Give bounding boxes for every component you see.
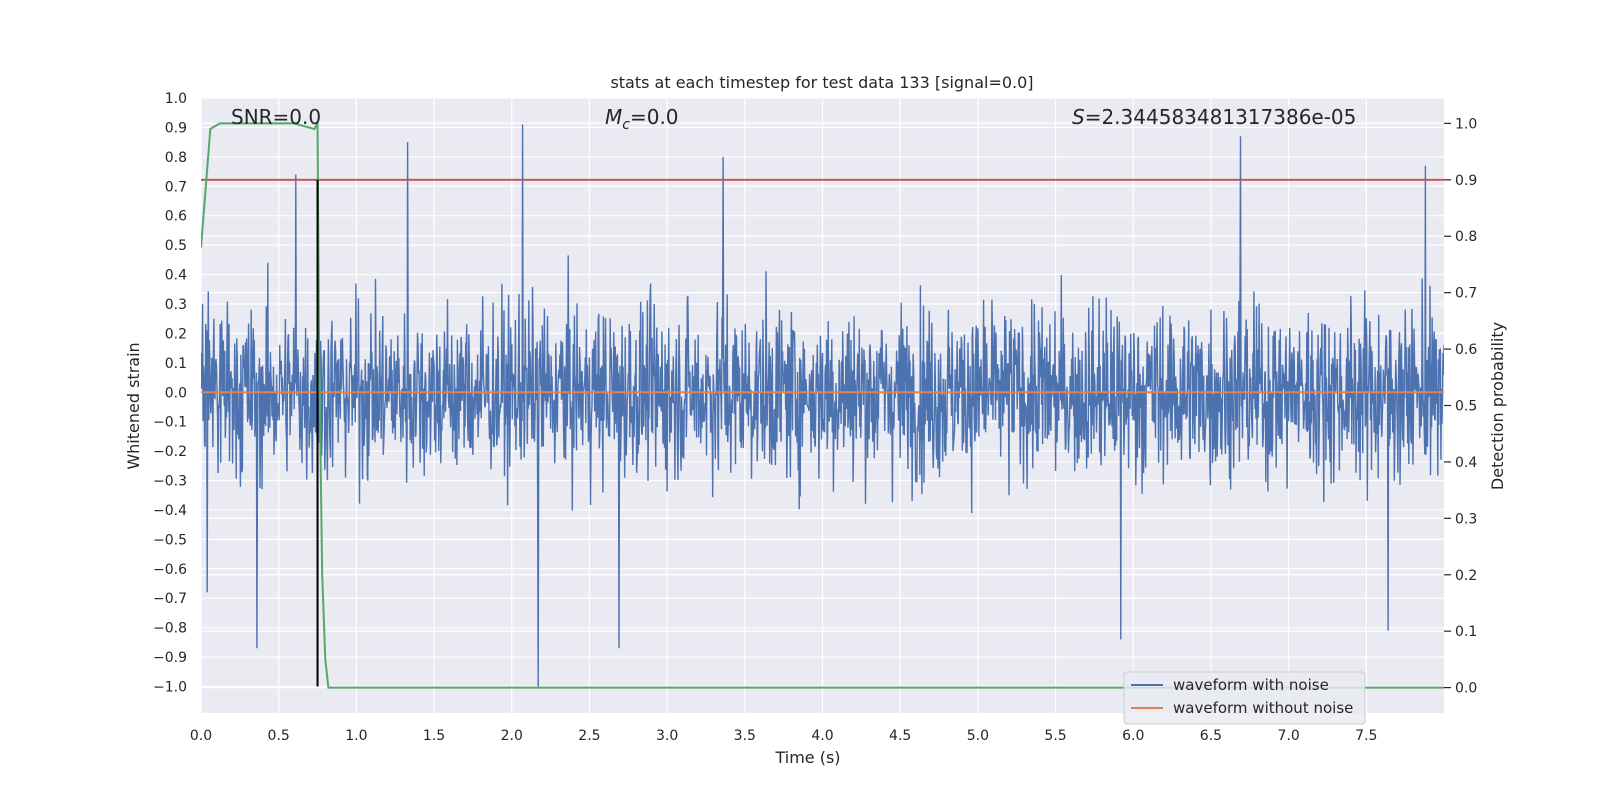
y-tick-label: 0.7 [165,179,187,195]
legend-label-noise: waveform with noise [1173,676,1329,694]
y-tick-label: 1.0 [165,91,187,107]
x-tick-label: 5.0 [967,728,989,744]
x-tick-label: 4.0 [811,728,833,744]
x-tick-label: 3.0 [656,728,678,744]
x-tick-label: 0.5 [268,728,290,744]
x-tick-label: 1.5 [423,728,445,744]
chirp-mass-value: =0.0 [630,105,679,129]
y-tick-label: 0.4 [165,268,187,284]
legend-box [1123,671,1366,725]
y-tick-label: 0.0 [165,385,187,401]
y-tick-label: −0.1 [153,415,187,431]
y-tick-label: −0.5 [153,532,187,548]
x-tick-label: 2.5 [578,728,600,744]
y-tick-label: −1.0 [153,680,187,696]
x-tick-label: 2.0 [501,728,523,744]
right-y-tick-label: 0.3 [1455,511,1477,527]
y-axis-label: Whitened strain [124,342,143,469]
chirp-mass-symbol: M [605,105,622,129]
series-detection-probability [201,119,1444,689]
chart-title: stats at each timestep for test data 133… [610,73,1033,92]
score-value: =2.344583481317386e-05 [1085,105,1357,129]
y-tick-label: −0.7 [153,591,187,607]
right-y-tick-label: 0.9 [1455,173,1477,189]
y-tick-label: 0.3 [165,297,187,313]
x-axis-ticks: 0.0 0.5 1.0 1.5 2.0 2.5 3.0 3.5 4.0 4.5 5.0 5.5 6.0 6… [190,728,1378,744]
right-y-tick-label: 0.4 [1455,455,1477,471]
y-tick-label: −0.6 [153,562,187,578]
right-y-tick-label: 0.2 [1455,568,1477,584]
y-tick-label: 0.5 [165,238,187,254]
right-y-tick-label: 1.0 [1455,116,1477,132]
y-tick-label: −0.2 [153,444,187,460]
x-tick-label: 3.5 [734,728,756,744]
x-tick-label: 1.0 [345,728,367,744]
y-tick-label: −0.4 [153,503,187,519]
x-tick-label: 4.5 [889,728,911,744]
right-y-tick-label: 0.5 [1455,399,1477,415]
right-y-tick-label: 0.0 [1455,681,1477,697]
series-waveform-with-noise [201,124,1444,687]
y-tick-label: 0.2 [165,326,187,342]
y-axis-ticks: 1.0 0.9 0.8 0.7 0.6 0.5 0.4 0.3 0.2 0.1 0.0 −0.1 −0.… [153,91,187,696]
legend-label-clean: waveform without noise [1173,699,1353,717]
chirp-mass-subscript: c [622,117,630,133]
right-y-axis-ticks: 1.0 0.9 0.8 0.7 0.6 0.5 0.4 0.3 0.2 0.1 0.0 [1444,116,1477,697]
x-tick-label: 6.0 [1122,728,1144,744]
legend[interactable]: waveform with noise waveform without noi… [1123,671,1366,725]
y-tick-label: −0.3 [153,474,187,490]
x-tick-label: 7.0 [1277,728,1299,744]
x-tick-label: 5.5 [1044,728,1066,744]
y-tick-label: −0.9 [153,650,187,666]
right-y-tick-label: 0.1 [1455,624,1477,640]
y-tick-label: 0.8 [165,150,187,166]
y-tick-label: 0.6 [165,209,187,225]
y-tick-label: 0.1 [165,356,187,372]
right-y-tick-label: 0.8 [1455,229,1477,245]
score-annotation: S=2.344583481317386e-05 [1072,105,1356,129]
right-y-tick-label: 0.6 [1455,342,1477,358]
x-tick-label: 0.0 [190,728,212,744]
y-tick-label: −0.8 [153,621,187,637]
x-tick-label: 6.5 [1200,728,1222,744]
series-layer [201,119,1444,689]
x-axis-label: Time (s) [774,748,840,767]
right-y-axis-label: Detection probability [1488,322,1507,490]
x-tick-label: 7.5 [1355,728,1377,744]
snr-annotation: SNR=0.0 [231,105,321,129]
chirp-mass-annotation: Mc=0.0 [605,105,679,133]
right-y-tick-label: 0.7 [1455,286,1477,302]
y-tick-label: 0.9 [165,120,187,136]
score-symbol: S [1072,105,1085,129]
